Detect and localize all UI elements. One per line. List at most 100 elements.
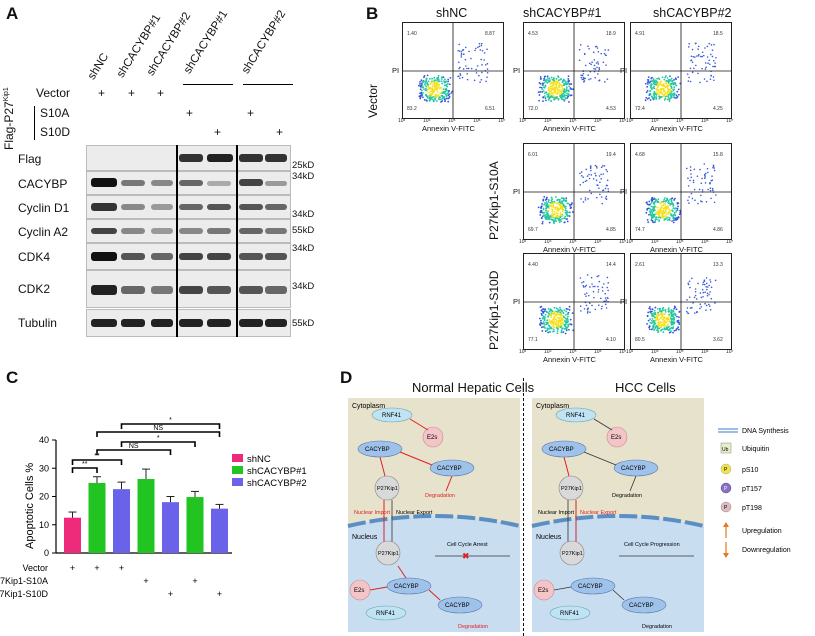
flow-y-axis-label: PI (620, 296, 628, 306)
flow-plot: 1.40 8.87 83.2 6.51 (402, 22, 504, 119)
legend-text: pT198 (742, 505, 762, 512)
flow-x-tick: 10⁴ (651, 118, 659, 124)
rnf41-node (549, 605, 591, 621)
pt198-icon (720, 501, 732, 513)
arrest-text: Cell Cycle Arrest (447, 542, 488, 548)
cytoplasm-label: Cytoplasm (352, 403, 385, 410)
y-tick-label: 30 (39, 463, 49, 473)
arrow (428, 589, 441, 601)
blot-label: CDK2 (18, 282, 51, 296)
ps10-icon (720, 463, 732, 475)
nuclear-export-text: Nuclear Export (580, 510, 617, 516)
legend-label: shCACYBP#1 (247, 466, 307, 477)
cacybp-text: CACYBP (578, 584, 603, 590)
flow-x-tick: 10⁷ (498, 118, 506, 124)
flow-y-axis-label: PI (620, 65, 628, 75)
legend-text: Downregulation (742, 547, 791, 554)
flow-x-tick: 10³ (398, 118, 406, 124)
significance-label: * (169, 417, 172, 424)
lane-label: shNC (85, 51, 112, 82)
cacybp-text: CACYBP (394, 584, 419, 590)
quadrant-value: 3.62 (713, 337, 723, 343)
significance-label: NS (129, 443, 139, 450)
flow-col-title: shCACYBP#2 (653, 6, 732, 20)
mw-marker: 25kD (292, 160, 315, 171)
treatment-row-label: P27Kip1-S10A (0, 576, 48, 586)
flow-row-s10a: P27Kip1-S10A (487, 161, 501, 240)
mw-marker: 34kD (292, 243, 315, 254)
cacybp-text: CACYBP (365, 447, 390, 453)
flow-x-tick: 10⁷ (619, 349, 627, 355)
flow-x-axis-label: Annexin V-FITC (650, 245, 703, 254)
flow-x-tick: 10³ (519, 118, 527, 124)
significance-bracket (71, 467, 98, 473)
bar (211, 508, 228, 553)
legend-text: Upregulation (742, 528, 782, 535)
svg-text:P: P (724, 467, 728, 473)
rnf41-node (365, 605, 407, 621)
flow-x-tick: 10⁵ (569, 349, 577, 355)
legend-label: shNC (247, 454, 271, 465)
flow-x-tick: 10⁴ (544, 349, 552, 355)
cacybp-text: CACYBP (445, 603, 470, 609)
plus-sign: + (276, 125, 284, 139)
flow-x-tick: 10⁷ (726, 239, 734, 245)
normal-cells-title: Normal Hepatic Cells (412, 380, 535, 395)
flow-x-tick: 10⁷ (619, 118, 627, 124)
legend-text: Ubiquitin (742, 446, 769, 453)
apoptosis-bar-chart: 0 10 20 30 40 Apoptotic Cells % ** ** NS * NS * shNC… (0, 417, 307, 599)
plus-sign: + (247, 106, 255, 120)
svg-text:Ub: Ub (722, 447, 729, 453)
flow-plot: 4.53 18.9 72.0 4.53 (523, 22, 625, 119)
svg-text:P: P (724, 486, 728, 492)
degradation-text: Degradation (642, 624, 672, 630)
significance-label: * (157, 435, 160, 442)
nuclear-import-text: Nuclear Import (538, 510, 575, 516)
cacybp-text: CACYBP (549, 447, 574, 453)
p27-node (559, 540, 585, 566)
arrow (369, 586, 388, 591)
blot-label: Cyclin D1 (18, 201, 70, 215)
flow-plot: 2.61 13.3 80.5 3.62 (630, 253, 732, 350)
degradation-text: Degradation (612, 493, 642, 499)
p27-text: P27Kip1 (561, 486, 582, 492)
quadrant-value: 13.3 (713, 262, 723, 268)
diagram-divider (523, 378, 524, 636)
p27-text: P27Kip1 (562, 551, 583, 557)
plus-sign: + (186, 106, 194, 120)
quadrant-value: 6.01 (528, 152, 538, 158)
row-vector-label: Vector (36, 86, 71, 100)
quadrant-value: 4.53 (606, 106, 616, 112)
p27-text: P27Kip1 (377, 486, 398, 492)
ubiquitin-icon (720, 442, 732, 454)
bar (162, 502, 179, 553)
mw-marker: 34kD (292, 171, 315, 182)
flow-x-tick: 10⁵ (676, 239, 684, 245)
row-s10d-label: S10D (40, 125, 71, 139)
pt157-icon (720, 482, 732, 494)
rnf41-text: RNF41 (560, 611, 580, 617)
flow-x-tick: 10⁷ (619, 239, 627, 245)
quadrant-value: 2.61 (635, 262, 645, 268)
flow-x-axis-label: Annexin V-FITC (650, 124, 703, 133)
significance-label: ** (94, 453, 100, 460)
legend-text: pT157 (742, 486, 762, 493)
bracket-line (34, 106, 35, 140)
arrow (583, 451, 617, 466)
progression-text: Cell Cycle Progression (624, 542, 680, 548)
flow-x-tick: 10⁵ (569, 118, 577, 124)
arrow (397, 565, 407, 579)
quadrant-value: 4.91 (635, 31, 645, 37)
flow-plot: 4.68 15.8 74.7 4.86 (630, 143, 732, 240)
treatment-mark: + (192, 576, 197, 586)
cacybp-node (621, 596, 667, 614)
flow-x-tick: 10⁵ (448, 118, 456, 124)
arrow (563, 456, 570, 477)
significance-label: ** (82, 461, 88, 468)
flow-x-axis-label: Annexin V-FITC (543, 245, 596, 254)
flow-x-tick: 10⁴ (544, 239, 552, 245)
flow-x-tick: 10⁵ (676, 118, 684, 124)
panel-b-letter: B (366, 4, 379, 23)
significance-bracket (71, 459, 123, 465)
nucleus-label: Nucleus (352, 534, 378, 541)
